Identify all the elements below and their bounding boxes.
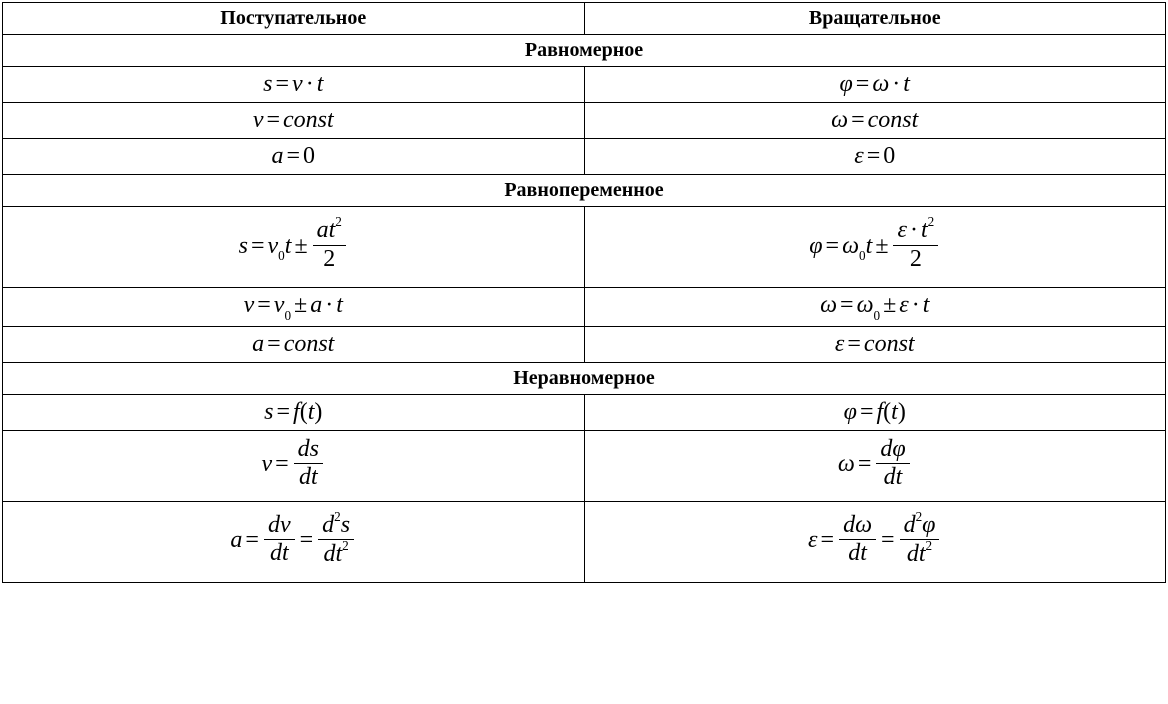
- table-row: a=const ε=const: [3, 326, 1166, 362]
- formula: ε=dωdt=d2φdt2: [808, 527, 941, 553]
- section-title-uniformly-variable: Равнопеременное: [3, 175, 1166, 207]
- table-row: a=dvdt=d2sdt2 ε=dωdt=d2φdt2: [3, 501, 1166, 582]
- formula-cell: s=v·t: [3, 67, 585, 103]
- table-row: a=0 ε=0: [3, 139, 1166, 175]
- formula-cell: v=v0±a·t: [3, 288, 585, 327]
- table-row: s=v·t φ=ω·t: [3, 67, 1166, 103]
- table-row: v=const ω=const: [3, 103, 1166, 139]
- formula-cell: v=dsdt: [3, 430, 585, 501]
- section-header-row: Равнопеременное: [3, 175, 1166, 207]
- formula: ω=const: [831, 107, 918, 133]
- formula: s=v·t: [263, 71, 323, 97]
- formula: ω=ω0±ε·t: [820, 292, 929, 318]
- formula: φ=f(t): [844, 399, 906, 425]
- formula: a=dvdt=d2sdt2: [230, 527, 356, 553]
- formula-cell: a=dvdt=d2sdt2: [3, 501, 585, 582]
- formula-cell: φ=ω·t: [584, 67, 1166, 103]
- formula: a=const: [252, 331, 334, 357]
- col-header-rotational: Вращательное: [584, 3, 1166, 35]
- section-header-row: Равномерное: [3, 35, 1166, 67]
- formula-cell: ε=0: [584, 139, 1166, 175]
- formula: v=v0±a·t: [244, 292, 343, 318]
- formula-cell: ω=const: [584, 103, 1166, 139]
- formula: ε=const: [835, 331, 915, 357]
- formula-cell: ω=dφdt: [584, 430, 1166, 501]
- formula: φ=ω·t: [840, 71, 910, 97]
- formula-cell: a=0: [3, 139, 585, 175]
- section-header-row: Неравномерное: [3, 362, 1166, 394]
- formula-cell: ε=const: [584, 326, 1166, 362]
- formula: v=dsdt: [261, 451, 325, 477]
- table-header-row: Поступательное Вращательное: [3, 3, 1166, 35]
- formula: s=v0t±at22: [239, 233, 348, 259]
- formula: φ=ω0t±ε·t22: [809, 233, 940, 259]
- table-row: v=v0±a·t ω=ω0±ε·t: [3, 288, 1166, 327]
- formula: ε=0: [854, 143, 895, 169]
- formula: v=const: [253, 107, 334, 133]
- table-row: v=dsdt ω=dφdt: [3, 430, 1166, 501]
- formula-cell: φ=ω0t±ε·t22: [584, 207, 1166, 288]
- col-header-translational: Поступательное: [3, 3, 585, 35]
- formula-cell: ω=ω0±ε·t: [584, 288, 1166, 327]
- table-row: s=f(t) φ=f(t): [3, 394, 1166, 430]
- formula-cell: φ=f(t): [584, 394, 1166, 430]
- table-row: s=v0t±at22 φ=ω0t±ε·t22: [3, 207, 1166, 288]
- formula: s=f(t): [264, 399, 322, 425]
- kinematics-table: Поступательное Вращательное Равномерное …: [2, 2, 1166, 583]
- section-title-uniform: Равномерное: [3, 35, 1166, 67]
- formula: ω=dφdt: [838, 451, 912, 477]
- formula-cell: ε=dωdt=d2φdt2: [584, 501, 1166, 582]
- formula-cell: s=f(t): [3, 394, 585, 430]
- formula-cell: s=v0t±at22: [3, 207, 585, 288]
- section-title-nonuniform: Неравномерное: [3, 362, 1166, 394]
- formula-cell: v=const: [3, 103, 585, 139]
- formula-cell: a=const: [3, 326, 585, 362]
- formula: a=0: [271, 143, 315, 169]
